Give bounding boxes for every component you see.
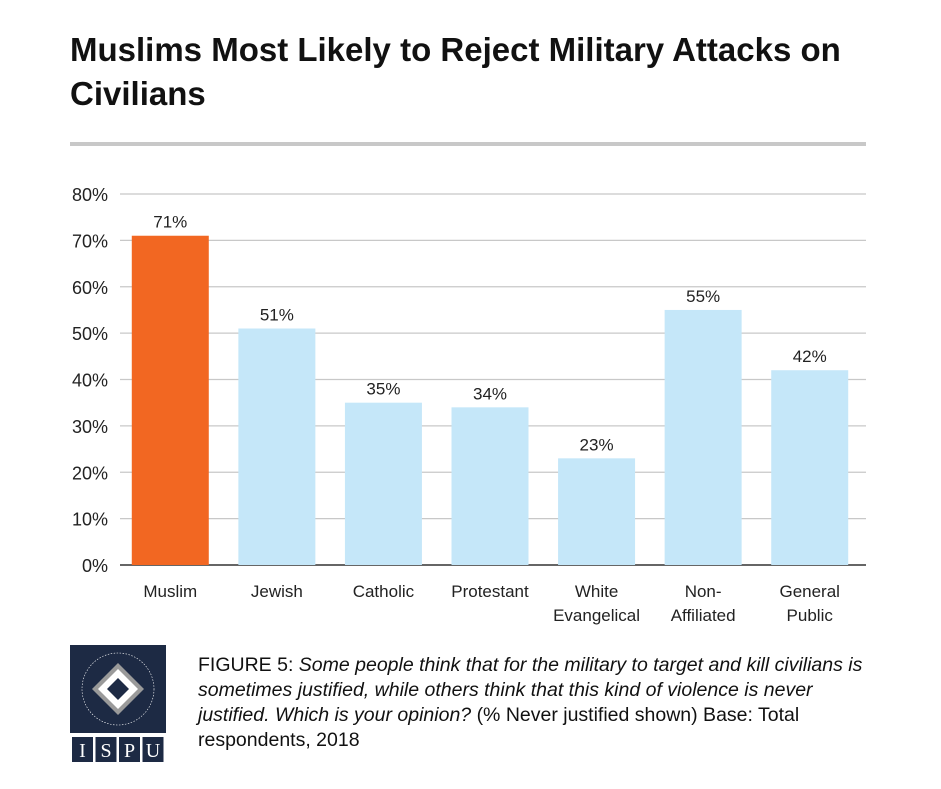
x-tick-label: Catholic [353,582,415,601]
x-tick-label: Public [787,606,834,625]
bar [558,458,636,565]
x-tick-label: General [779,582,839,601]
bar [664,309,742,565]
y-tick-label: 40% [72,371,108,391]
caption-note: (% Never justified shown) Base: Total re… [198,704,800,751]
logo-letter: P [124,740,135,762]
y-tick-label: 30% [72,417,108,437]
bar [344,402,422,565]
x-tick-label: Non- [685,582,722,601]
logo-letter: I [79,740,86,762]
data-label: 55% [686,287,720,306]
x-tick-label: Evangelical [553,606,640,625]
bar [771,370,849,565]
x-tick-label: Jewish [251,582,303,601]
bar [131,235,209,566]
bar [451,407,529,565]
data-label: 51% [260,305,294,324]
survey-question: Some people think that for the military … [198,654,863,726]
bar [238,328,316,565]
data-label: 71% [153,213,187,232]
y-tick-label: 10% [72,510,108,530]
figure-caption: FIGURE 5: Some people think that for the… [198,654,863,751]
data-label: 35% [366,380,400,399]
logo-letter: S [100,740,111,762]
y-tick-label: 0% [82,556,108,576]
x-tick-label: Muslim [143,582,197,601]
bar-chart: 0% 10% 20% 30% 40% 50% 60% 70% 80% 71% Muslim 51% Je… [72,185,866,625]
chart-title: Muslims Most Likely to Reject Military A… [70,31,841,112]
logo-letter: U [146,740,161,762]
y-tick-label: 20% [72,463,108,483]
data-label: 23% [580,435,614,454]
title-divider [70,142,866,146]
data-label: 42% [793,347,827,366]
x-tick-label: White [575,582,618,601]
figure-label: FIGURE 5 [198,654,288,676]
x-tick-label: Protestant [451,582,529,601]
logo-letter-box [142,737,164,762]
x-tick-label: Affiliated [671,606,736,625]
y-tick-label: 70% [72,231,108,251]
y-tick-label: 50% [72,324,108,344]
logo-letter-box [72,737,93,762]
y-tick-label: 80% [72,185,108,205]
logo-letter-box [119,737,140,762]
data-label: 34% [473,384,507,403]
logo-letter-box [95,737,117,762]
y-tick-label: 60% [72,278,108,298]
